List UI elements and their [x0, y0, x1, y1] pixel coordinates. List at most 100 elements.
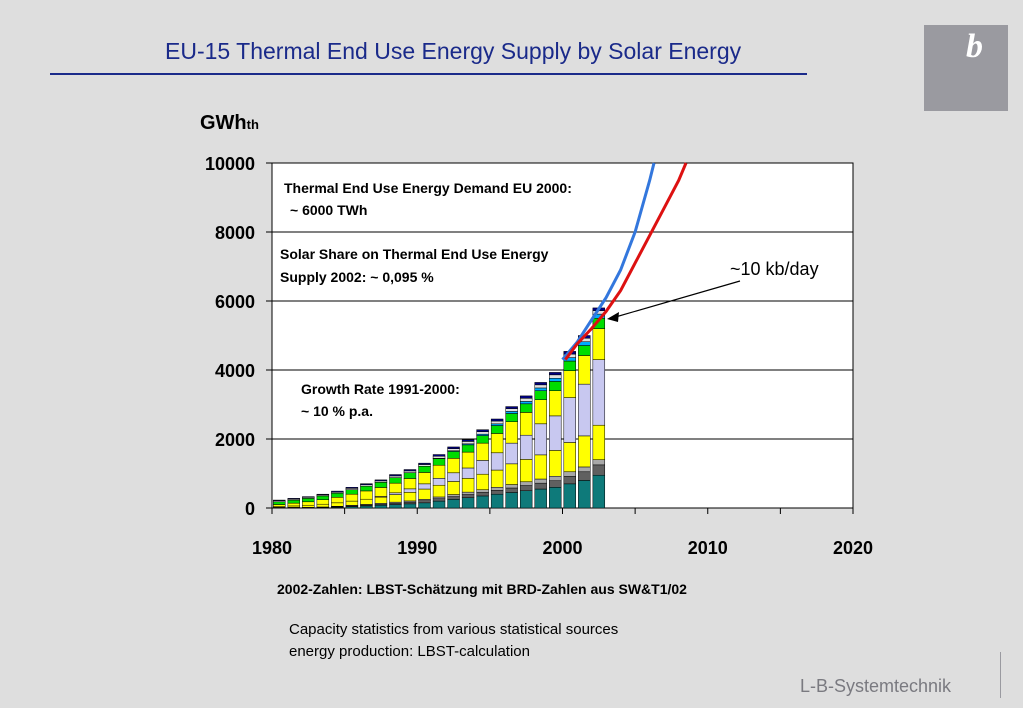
bar-segment-1981-9 [287, 498, 300, 500]
bar-segment-1993-2 [461, 491, 475, 495]
bar-1991 [432, 454, 446, 509]
bar-segment-1995-6 [490, 425, 504, 434]
bar-segment-1993-3 [461, 478, 475, 493]
bar-segment-1986-6 [360, 485, 373, 492]
bar-segment-1999-7 [549, 378, 562, 382]
bar-segment-1996-1 [505, 487, 518, 493]
bars [273, 307, 606, 509]
bar-segment-1999-1 [549, 480, 562, 488]
bar-segment-1983-5 [316, 499, 330, 505]
bar-segment-1987-3 [374, 496, 388, 504]
bar-1983 [316, 493, 330, 509]
bar-segment-1991-8 [432, 456, 446, 459]
bar-segment-1988-4 [389, 492, 402, 495]
bar-1985 [345, 487, 359, 509]
bar-segment-1989-0 [403, 503, 417, 509]
bar-segment-1998-6 [534, 390, 547, 400]
bar-segment-1989-8 [403, 470, 417, 473]
plot-area [271, 162, 854, 509]
bar-1995 [490, 418, 504, 509]
bar-segment-2002-0 [592, 474, 606, 509]
bar-segment-1982-3 [302, 504, 315, 508]
x-tick-label-2000: 2000 [542, 538, 582, 558]
caption-line-1: Capacity statistics from various statist… [289, 621, 619, 638]
annotation-share-line2: Supply 2002: ~ 0,095 % [280, 269, 434, 285]
bar-segment-1999-0 [549, 487, 562, 509]
bar-segment-1999-9 [549, 372, 562, 376]
bar-segment-1990-1 [418, 500, 431, 504]
bar-segment-1986-3 [360, 498, 373, 505]
bar-segment-1981-6 [287, 499, 300, 504]
bar-segment-2001-2 [578, 466, 591, 473]
bar-segment-1986-9 [360, 483, 373, 485]
bar-segment-1982-5 [302, 501, 315, 506]
bar-segment-1985-6 [345, 489, 359, 495]
bar-segment-1989-4 [403, 488, 417, 493]
bar-segment-2001-5 [578, 355, 591, 385]
bar-segment-1999-4 [549, 415, 562, 451]
bar-1994 [476, 429, 489, 509]
bar-segment-1998-8 [534, 384, 547, 389]
bar-segment-1992-2 [447, 494, 460, 497]
callout-arrowhead [607, 312, 619, 322]
bar-segment-1991-5 [432, 464, 446, 479]
projection-line-2 [564, 162, 688, 361]
bar-segment-2002-4 [592, 359, 606, 426]
bar-segment-1988-6 [389, 477, 402, 484]
y-axis-label-main: GWh [200, 112, 247, 134]
bar-segment-2001-3 [578, 435, 591, 468]
bar-segment-1990-5 [418, 472, 431, 485]
bar-segment-1998-9 [534, 382, 547, 386]
bar-1981 [287, 498, 300, 509]
y-axis-label-sub: th [247, 117, 259, 132]
bar-segment-1995-7 [490, 423, 504, 426]
bar-segment-1994-2 [476, 489, 489, 493]
bar-segment-2000-4 [563, 397, 576, 443]
bar-2001 [578, 335, 591, 509]
bar-segment-1984-6 [331, 492, 344, 498]
bar-1988 [389, 474, 402, 509]
y-tick-label-4000: 4000 [215, 361, 255, 381]
bar-1989 [403, 469, 417, 509]
bar-segment-1982-6 [302, 498, 315, 503]
annotation-demand-line1: Thermal End Use Energy Demand EU 2000: [284, 180, 572, 196]
bar-segment-1997-3 [519, 459, 533, 483]
bar-segment-1998-3 [534, 454, 547, 480]
bar-segment-1995-3 [490, 469, 504, 488]
bar-segment-1993-4 [461, 467, 475, 479]
projection-lines [561, 162, 688, 361]
bar-segment-1988-8 [389, 475, 402, 478]
bar-segment-1985-5 [345, 493, 359, 502]
bar-segment-1998-2 [534, 478, 547, 484]
bar-1982 [302, 496, 315, 509]
bar-segment-1990-3 [418, 488, 431, 500]
axes: 1980 1990 2000 2010 2020 0 2000 4000 6000 8000 100… [205, 154, 873, 558]
x-tick-label-1990: 1990 [397, 538, 437, 558]
bar-segment-1991-9 [432, 454, 446, 457]
bar-segment-1996-3 [505, 463, 518, 485]
bar-segment-1992-6 [447, 451, 460, 459]
bar-segment-1992-1 [447, 496, 460, 500]
bar-segment-1998-5 [534, 399, 547, 425]
bar-segment-1999-5 [549, 390, 562, 417]
bar-2000 [563, 351, 576, 509]
bar-segment-1995-9 [490, 418, 504, 422]
x-tick-label-2020: 2020 [833, 538, 873, 558]
bar-segment-1990-8 [418, 464, 431, 467]
bar-segment-1990-4 [418, 483, 431, 490]
bar-segment-1980-5 [273, 504, 286, 507]
bar-1996 [505, 406, 518, 509]
bar-segment-1995-8 [490, 420, 504, 425]
bar-segment-1994-8 [476, 431, 489, 435]
bar-segment-1985-9 [345, 487, 359, 489]
bar-segment-2000-6 [563, 360, 576, 371]
bar-segment-1997-2 [519, 481, 533, 486]
bar-segment-1997-0 [519, 490, 533, 509]
bar-segment-2001-6 [578, 345, 591, 356]
caption-line-2: energy production: LBST-calculation [289, 643, 530, 660]
bar-segment-1998-0 [534, 488, 547, 509]
bar-segment-1989-9 [403, 469, 417, 472]
bar-segment-1996-2 [505, 484, 518, 489]
y-tick-label-2000: 2000 [215, 430, 255, 450]
bar-1999 [549, 372, 562, 509]
